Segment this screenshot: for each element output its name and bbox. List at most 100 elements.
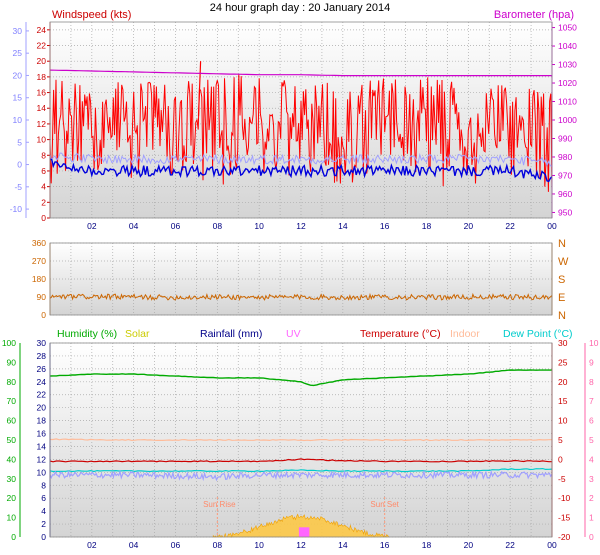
x-tick-label: 12 <box>296 221 306 231</box>
plot-frame-3 <box>49 342 553 538</box>
barometer-tick-label: 1000 <box>558 115 577 125</box>
left-secondary-tick-label: 25 <box>13 48 23 58</box>
rainfall-tick-label: 12 <box>37 454 47 464</box>
x-tick-label: 14 <box>338 540 348 550</box>
temperature-tick-label: 5 <box>558 435 563 445</box>
direction-tick-label: 180 <box>32 274 46 284</box>
windspeed-tick-label: 10 <box>37 135 47 145</box>
plot-frame-1 <box>49 21 553 219</box>
direction-tick-label: 270 <box>32 256 46 266</box>
graph-title: 24 hour graph day : 20 January 2014 <box>210 2 390 14</box>
rainfall-tick-label: 28 <box>37 351 47 361</box>
x-tick-label: 08 <box>213 221 223 231</box>
barometer-tick-label: 1040 <box>558 41 577 51</box>
temperature-tick-label: 25 <box>558 357 568 367</box>
x-tick-label: 02 <box>87 540 97 550</box>
light-blue-series-line <box>49 469 553 482</box>
x-tick-label: 20 <box>464 540 474 550</box>
legend-item: Temperature (°C) <box>360 328 441 340</box>
windspeed-tick-label: 16 <box>37 88 47 98</box>
legend-item: Rainfall (mm) <box>200 328 262 340</box>
uv-tick-label: 4 <box>589 454 594 464</box>
temperature-tick-label: 15 <box>558 396 568 406</box>
temperature-tick-label: -5 <box>558 474 566 484</box>
indoor-line <box>50 438 553 442</box>
x-tick-label: 10 <box>254 540 264 550</box>
windspeed-tick-label: 18 <box>37 72 47 82</box>
temperature-tick-label: 10 <box>558 416 568 426</box>
compass-label: N <box>558 238 566 250</box>
windspeed-line <box>49 74 553 192</box>
x-tick-label: 04 <box>129 540 139 550</box>
temperature-tick-label: -15 <box>558 513 571 523</box>
legend-item: Solar <box>125 328 150 340</box>
x-tick-label: 18 <box>422 221 432 231</box>
wind-series-light-blue-line <box>49 152 553 168</box>
x-tick-label: 06 <box>171 221 181 231</box>
rainfall-tick-label: 8 <box>41 480 46 490</box>
windspeed-peak-mark <box>197 61 202 117</box>
windspeed-tick-label: 4 <box>41 182 46 192</box>
compass-label: E <box>558 292 565 304</box>
barometer-tick-label: 960 <box>558 189 572 199</box>
barometer-tick-label: 970 <box>558 170 572 180</box>
rainfall-tick-label: 6 <box>41 493 46 503</box>
uv-tick-label: 6 <box>589 416 594 426</box>
wind-direction-line <box>49 292 553 302</box>
legend-item: Humidity (%) <box>57 328 117 340</box>
uv-tick-label: 10 <box>589 338 599 348</box>
barometer-tick-label: 1030 <box>558 60 577 70</box>
rainfall-tick-label: 2 <box>41 519 46 529</box>
left-secondary-tick-label: -10 <box>10 204 23 214</box>
legend-item: Dew Point (°C) <box>503 328 573 340</box>
x-tick-label: 16 <box>380 221 390 231</box>
plot-frame-2 <box>49 242 553 316</box>
x-tick-label: 12 <box>296 540 306 550</box>
temperature-tick-label: -10 <box>558 493 571 503</box>
uv-bar <box>298 527 310 537</box>
barometer-tick-label: 1020 <box>558 78 577 88</box>
windspeed-tick-label: 12 <box>37 119 47 129</box>
rainfall-tick-label: 26 <box>37 364 47 374</box>
humidity-tick-label: 30 <box>7 474 17 484</box>
windspeed-axis-label: Windspeed (kts) <box>52 9 131 21</box>
rainfall-tick-label: 14 <box>37 441 47 451</box>
legend-item: Indoor <box>450 328 480 340</box>
humidity-tick-label: 10 <box>7 513 17 523</box>
windspeed-tick-label: 24 <box>37 25 47 35</box>
rainfall-tick-label: 30 <box>37 338 47 348</box>
direction-tick-label: 90 <box>37 292 47 302</box>
barometer-tick-label: 1010 <box>558 97 577 107</box>
left-secondary-tick-label: 0 <box>17 160 22 170</box>
x-tick-label: 02 <box>87 221 97 231</box>
wind-series-dark-blue-line <box>50 158 553 183</box>
legend-item: UV <box>286 328 301 340</box>
temperature-tick-label: 30 <box>558 338 568 348</box>
humidity-tick-label: 70 <box>7 396 17 406</box>
uv-tick-label: 2 <box>589 493 594 503</box>
windspeed-tick-label: 2 <box>41 197 46 207</box>
uv-tick-label: 7 <box>589 396 594 406</box>
rainfall-tick-label: 16 <box>37 429 47 439</box>
temperature-tick-label: 0 <box>558 454 563 464</box>
uv-tick-label: 8 <box>589 377 594 387</box>
humidity-tick-label: 50 <box>7 435 17 445</box>
temperature-tick-label: 20 <box>558 377 568 387</box>
rainfall-tick-label: 0 <box>41 532 46 542</box>
humidity-tick-label: 0 <box>11 532 16 542</box>
x-tick-label: 06 <box>171 540 181 550</box>
windspeed-tick-label: 8 <box>41 150 46 160</box>
solar-area <box>212 513 390 539</box>
left-secondary-tick-label: 15 <box>13 93 23 103</box>
humidity-tick-label: 20 <box>7 493 17 503</box>
uv-tick-label: 9 <box>589 357 594 367</box>
left-secondary-tick-label: -5 <box>14 182 22 192</box>
x-tick-label: 04 <box>129 221 139 231</box>
humidity-line <box>49 369 552 387</box>
humidity-tick-label: 90 <box>7 357 17 367</box>
x-tick-label: 08 <box>213 540 223 550</box>
sunrise-label: Sun Rise <box>203 500 236 509</box>
dew-point-c-line <box>49 467 553 473</box>
barometer-tick-label: 980 <box>558 152 572 162</box>
